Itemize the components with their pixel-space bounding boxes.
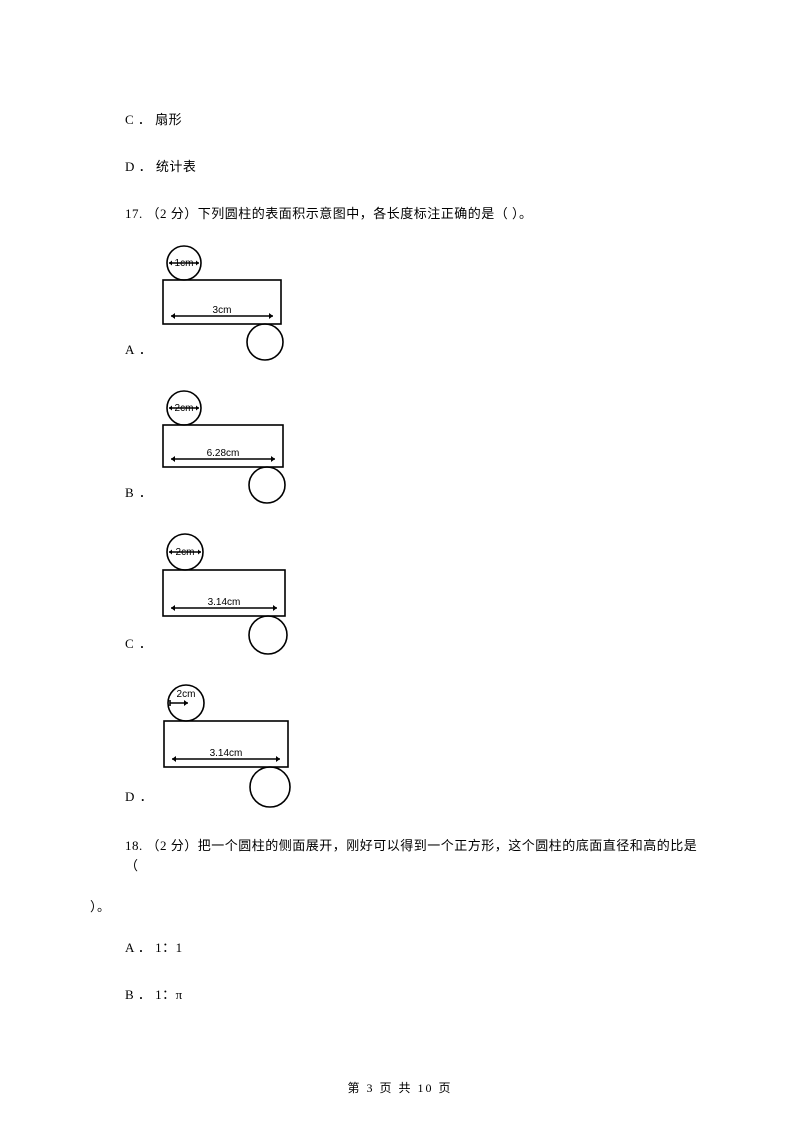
q17-option-d: D ． 2cm 3.14cm: [125, 683, 700, 816]
q17-a-diagram: 1cm 3cm: [161, 244, 301, 369]
q17-d-label: D ．: [125, 787, 154, 816]
q17-c-label: C ．: [125, 634, 153, 663]
q17-b-label: B ．: [125, 483, 153, 512]
q18-text2: ）。: [90, 897, 700, 918]
svg-text:3.14cm: 3.14cm: [208, 597, 241, 608]
option-d-prev: D ． 统计表: [125, 157, 700, 178]
q18-option-a: A ． 1：1: [125, 938, 700, 959]
q17-d-diagram: 2cm 3.14cm: [162, 683, 310, 816]
q17-a-label: A ．: [125, 340, 153, 369]
svg-text:1cm: 1cm: [174, 258, 193, 269]
q17-b-diagram: 2cm 6.28cm: [161, 389, 303, 512]
svg-text:6.28cm: 6.28cm: [207, 448, 240, 459]
page-content: C ． 扇形 D ． 统计表 17. （2 分）下列圆柱的表面积示意图中，各长度…: [0, 0, 800, 1006]
svg-text:3cm: 3cm: [212, 305, 231, 316]
q17-option-a: A ． 1cm 3cm: [125, 244, 700, 369]
option-c-prev: C ． 扇形: [125, 110, 700, 131]
q17-option-b: B ． 2cm 6.28cm: [125, 389, 700, 512]
svg-text:3.14cm: 3.14cm: [209, 748, 242, 759]
svg-text:2cm: 2cm: [175, 547, 194, 558]
q18-text1: 18. （2 分）把一个圆柱的侧面展开，刚好可以得到一个正方形，这个圆柱的底面直…: [125, 838, 697, 874]
svg-text:2cm: 2cm: [174, 403, 193, 414]
q18-option-b: B ． 1：π: [125, 985, 700, 1006]
q17-option-c: C ． 2cm 3.14cm: [125, 532, 700, 663]
question-17: 17. （2 分）下列圆柱的表面积示意图中，各长度标注正确的是（ ）。: [125, 204, 700, 225]
q17-c-diagram: 2cm 3.14cm: [161, 532, 306, 663]
page-footer: 第 3 页 共 10 页: [0, 1079, 800, 1096]
question-18: 18. （2 分）把一个圆柱的侧面展开，刚好可以得到一个正方形，这个圆柱的底面直…: [125, 836, 700, 878]
svg-text:2cm: 2cm: [176, 689, 195, 700]
